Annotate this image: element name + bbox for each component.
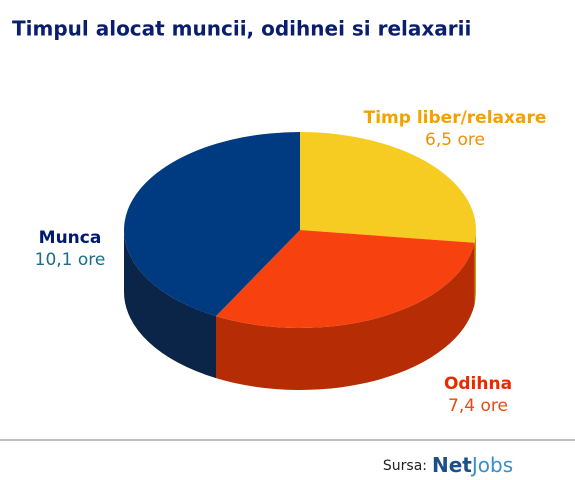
slice — [123, 132, 300, 317]
logo-part: Jobs — [470, 453, 513, 477]
value-label: 10,1 ore — [35, 250, 106, 270]
slice-side — [474, 230, 476, 305]
slice-label: Odihna — [444, 374, 512, 394]
logo-part: Net — [432, 453, 472, 477]
slice-label: Timp liber/relaxare — [364, 108, 547, 128]
value-label: 6,5 ore — [425, 130, 485, 150]
slice — [300, 132, 476, 243]
value-label: 7,4 ore — [448, 396, 508, 416]
chart-title: Timpul alocat muncii, odihnei si relaxar… — [12, 17, 471, 41]
slice-side — [216, 242, 475, 390]
slice-label: Munca — [39, 228, 102, 248]
logo: NetJobs — [432, 453, 513, 477]
slice — [216, 230, 475, 328]
slice-side — [124, 230, 217, 379]
source: Sursa: — [383, 458, 427, 474]
